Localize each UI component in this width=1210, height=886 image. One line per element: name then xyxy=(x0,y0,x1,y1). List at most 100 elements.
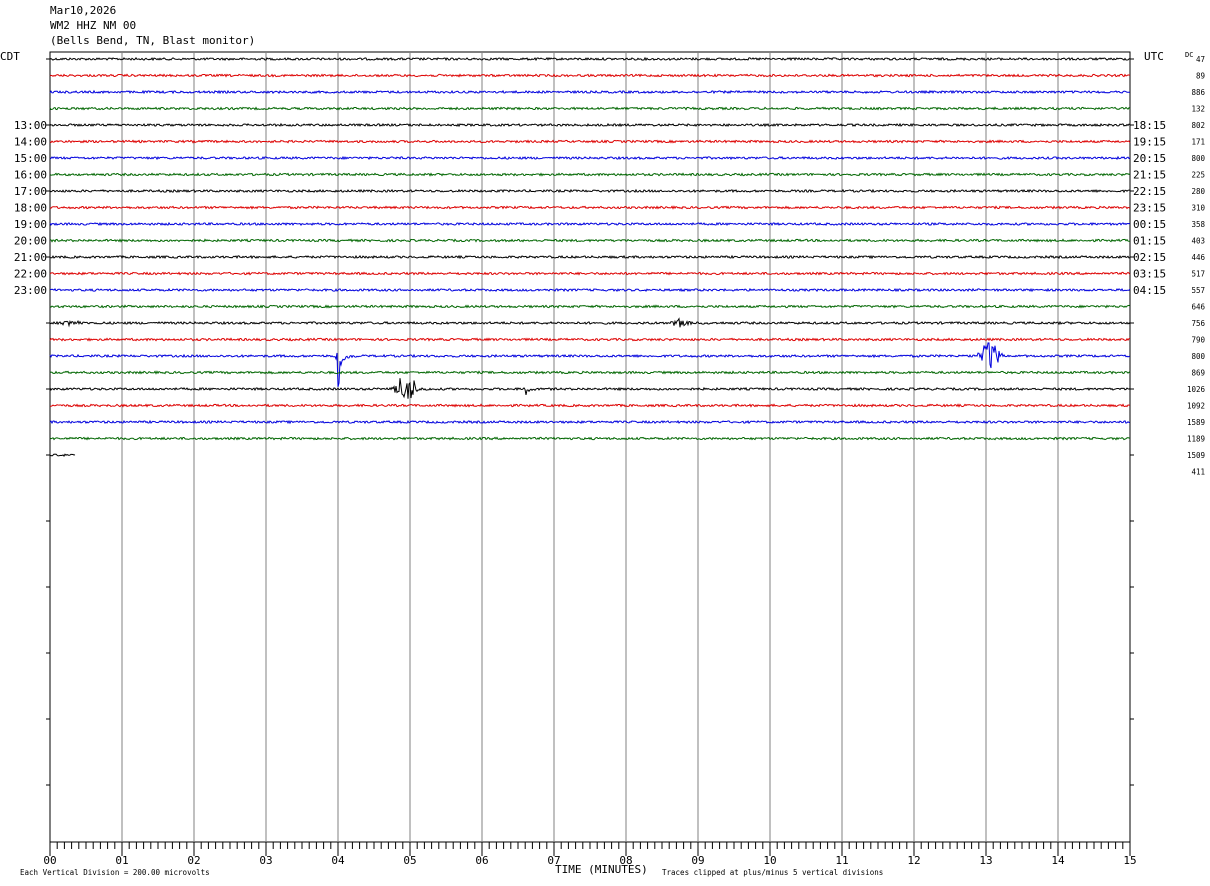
x-tick-label: 04 xyxy=(331,854,345,867)
x-tick-label: 07 xyxy=(547,854,560,867)
dc-offset-label: 756 xyxy=(1191,319,1205,328)
dc-offset-label: 446 xyxy=(1191,253,1205,262)
x-tick-label: 13 xyxy=(979,854,992,867)
dc-offset-label: 869 xyxy=(1191,369,1205,378)
trace-line xyxy=(49,271,1131,276)
left-hour-label: 14:00 xyxy=(14,136,47,149)
trace-line xyxy=(49,172,1131,177)
right-hour-label: 00:15 xyxy=(1133,218,1166,231)
trace-line xyxy=(49,254,1131,260)
left-hour-label: 15:00 xyxy=(14,152,47,165)
dc-offset-label: 310 xyxy=(1191,204,1205,213)
dc-offset-label: 557 xyxy=(1191,286,1205,295)
dc-offset-label: 411 xyxy=(1191,468,1205,477)
dc-offset-label: 1509 xyxy=(1187,451,1205,460)
dc-offset-label: 225 xyxy=(1191,171,1205,180)
trace-line xyxy=(49,419,1131,425)
trace-line xyxy=(49,89,1130,95)
dc-offset-label: 802 xyxy=(1191,121,1205,130)
header-location: (Bells Bend, TN, Blast monitor) xyxy=(50,34,256,47)
grid xyxy=(46,51,1134,856)
dc-offset-label: 1026 xyxy=(1187,385,1206,394)
right-hour-label: 01:15 xyxy=(1133,235,1166,248)
trace-line xyxy=(49,139,1131,144)
trace-line xyxy=(49,221,1131,227)
left-hour-label: 20:00 xyxy=(14,235,47,248)
trace-line xyxy=(49,370,1131,375)
scale-note: Each Vertical Division = 200.00 microvol… xyxy=(20,868,210,877)
left-hour-label: 22:00 xyxy=(14,268,47,281)
x-tick-label: 00 xyxy=(43,854,56,867)
header-station: WM2 HHZ NM 00 xyxy=(50,19,137,32)
trace-line xyxy=(49,453,76,457)
trace-line xyxy=(49,155,1131,161)
left-timezone-label: CDT xyxy=(0,50,20,63)
x-tick-label: 09 xyxy=(691,854,704,867)
dc-offset-label: 886 xyxy=(1191,88,1205,97)
left-hour-label: 13:00 xyxy=(14,119,47,132)
trace-line xyxy=(49,56,1131,62)
trace-line xyxy=(49,304,1131,309)
trace-line xyxy=(49,317,1131,328)
trace-line xyxy=(49,188,1130,194)
clip-note: Traces clipped at plus/minus 5 vertical … xyxy=(662,868,883,877)
left-hour-label: 17:00 xyxy=(14,185,47,198)
right-timezone-label: UTC xyxy=(1144,50,1164,63)
x-tick-label: 03 xyxy=(259,854,272,867)
dc-offset-label: 800 xyxy=(1191,352,1205,361)
trace-line xyxy=(49,436,1131,441)
right-hour-label: 20:15 xyxy=(1133,152,1166,165)
x-tick-label: 05 xyxy=(403,854,416,867)
dc-label: DC xyxy=(1185,51,1193,59)
dc-offset-label: 132 xyxy=(1191,105,1205,114)
dc-offset-label: 1589 xyxy=(1187,418,1205,427)
dc-offset-label: 89 xyxy=(1196,72,1205,81)
x-tick-label: 15 xyxy=(1123,854,1136,867)
right-hour-label: 23:15 xyxy=(1133,202,1166,215)
right-hour-label: 02:15 xyxy=(1133,251,1166,264)
x-tick-label: 08 xyxy=(619,854,632,867)
left-hour-label: 16:00 xyxy=(14,169,47,182)
x-tick-label: 14 xyxy=(1051,854,1065,867)
dc-offset-label: 517 xyxy=(1191,270,1205,279)
trace-line xyxy=(49,205,1131,210)
x-tick-label: 06 xyxy=(475,854,488,867)
dc-offset-label: 403 xyxy=(1191,237,1205,246)
dc-offset-label: 358 xyxy=(1191,220,1205,229)
x-tick-label: 02 xyxy=(187,854,200,867)
left-hour-label: 23:00 xyxy=(14,284,47,297)
trace-line xyxy=(49,342,1131,388)
plot-frame xyxy=(49,51,1131,843)
trace-line xyxy=(49,73,1131,78)
traces xyxy=(49,56,1131,457)
right-hour-label: 18:15 xyxy=(1133,119,1166,132)
trace-line xyxy=(49,238,1131,243)
header-date: Mar10,2026 xyxy=(50,4,117,17)
trace-line xyxy=(49,378,1131,399)
x-tick-label: 10 xyxy=(763,854,776,867)
dc-offset-label: 800 xyxy=(1191,154,1205,163)
x-tick-label: 01 xyxy=(115,854,128,867)
dc-offset-label: 47 xyxy=(1196,55,1205,64)
right-hour-label: 03:15 xyxy=(1133,268,1166,281)
dc-offset-label: 280 xyxy=(1191,187,1205,196)
right-hour-label: 21:15 xyxy=(1133,169,1166,182)
left-hour-label: 18:00 xyxy=(14,202,47,215)
dc-offset-label: 646 xyxy=(1191,303,1205,312)
dc-offset-label: 790 xyxy=(1191,336,1205,345)
right-hour-label: 04:15 xyxy=(1133,284,1166,297)
right-hour-label: 19:15 xyxy=(1133,136,1166,149)
x-axis-title: TIME (MINUTES) xyxy=(555,863,648,876)
trace-line xyxy=(49,122,1131,128)
left-hour-label: 19:00 xyxy=(14,218,47,231)
dc-offset-label: 1092 xyxy=(1187,402,1205,411)
right-hour-label: 22:15 xyxy=(1133,185,1166,198)
x-tick-label: 11 xyxy=(835,854,848,867)
labels: 00 01 02 03 04 05 06 07 08 09 10 11 12 13 14 15 13:00 14:… xyxy=(14,55,1206,867)
x-tick-label: 12 xyxy=(907,854,920,867)
left-hour-label: 21:00 xyxy=(14,251,47,264)
trace-line xyxy=(50,403,1131,408)
dc-offset-label: 171 xyxy=(1191,138,1205,147)
dc-offset-label: 1189 xyxy=(1187,435,1205,444)
